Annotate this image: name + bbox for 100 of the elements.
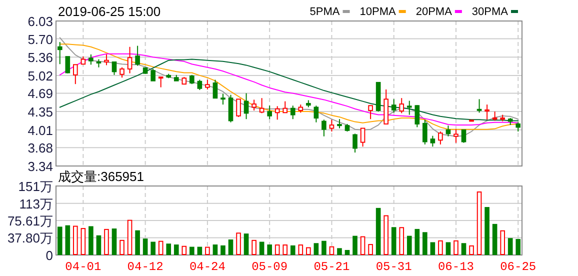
legend-label: 20PMA xyxy=(416,6,453,18)
bar xyxy=(104,228,109,255)
bar xyxy=(127,220,132,255)
bar xyxy=(190,246,194,255)
candlestick xyxy=(73,64,78,85)
candlestick xyxy=(430,135,436,148)
y-tick-label: 113万 xyxy=(19,196,53,212)
legend-label: 10PMA xyxy=(360,6,396,18)
candlestick xyxy=(158,76,164,88)
bar xyxy=(80,228,86,255)
candlestick xyxy=(252,99,256,111)
x-tick-label: 06-13 xyxy=(438,260,474,274)
bar xyxy=(306,247,311,255)
candlestick xyxy=(290,105,296,120)
candlestick xyxy=(112,61,117,76)
bar xyxy=(322,240,326,255)
candlestick xyxy=(492,111,498,122)
y-tick-label: 0 xyxy=(46,248,53,263)
candlestick xyxy=(406,100,412,116)
bar xyxy=(337,248,342,255)
bar xyxy=(267,244,272,255)
y-tick-label: 75.61万 xyxy=(7,213,53,228)
bar xyxy=(352,236,358,255)
candlestick xyxy=(368,105,373,120)
candlestick xyxy=(259,98,264,114)
x-tick-label: 06-25 xyxy=(500,260,536,274)
bar xyxy=(368,244,373,255)
bar xyxy=(73,226,78,255)
chart-title: 2019-06-25 15:00 xyxy=(58,4,161,19)
bar xyxy=(484,207,490,255)
bar xyxy=(406,236,412,255)
candlestick xyxy=(414,104,420,128)
bar xyxy=(142,238,148,255)
candlestick xyxy=(88,54,94,66)
candlestick xyxy=(352,133,358,154)
candlestick xyxy=(484,104,490,120)
x-tick-label: 05-21 xyxy=(314,260,350,274)
candlestick xyxy=(322,119,326,137)
candlestick xyxy=(329,119,334,132)
bar xyxy=(205,246,210,255)
candlestick xyxy=(274,106,280,120)
bar xyxy=(399,227,404,255)
y-tick-label: 37.80万 xyxy=(7,230,53,246)
bar xyxy=(112,228,117,255)
bar xyxy=(150,242,156,255)
bar xyxy=(384,215,388,255)
bar xyxy=(182,246,187,255)
candlestick xyxy=(57,42,62,65)
bar xyxy=(290,245,296,255)
chart-title: 成交量:365951 xyxy=(58,169,144,184)
bar xyxy=(430,242,436,255)
candlestick xyxy=(399,98,404,114)
bar xyxy=(422,232,428,255)
legend-label: 5PMA xyxy=(310,6,340,18)
y-tick-label: 151万 xyxy=(18,179,53,194)
candlestick xyxy=(282,100,288,114)
y-tick-label: 3.68 xyxy=(28,140,53,156)
x-tick-label: 04-01 xyxy=(65,260,102,274)
candlestick xyxy=(104,54,109,66)
bar xyxy=(298,244,304,255)
bar xyxy=(120,240,124,255)
bar xyxy=(197,246,202,255)
bar xyxy=(236,232,241,255)
y-tick-label: 6.03 xyxy=(28,14,53,29)
x-tick-label: 04-12 xyxy=(127,260,164,274)
x-tick-label: 05-31 xyxy=(376,260,412,274)
candlestick xyxy=(360,128,366,148)
bar xyxy=(438,240,443,255)
bar xyxy=(259,242,264,255)
bar xyxy=(65,225,70,255)
y-tick-label: 4.01 xyxy=(28,122,53,138)
bar xyxy=(500,230,505,255)
y-tick-label: 5.36 xyxy=(28,50,53,66)
y-tick-label: 3.34 xyxy=(28,159,53,174)
bar xyxy=(244,234,249,255)
x-tick-label: 05-09 xyxy=(252,260,288,274)
candlestick xyxy=(228,94,234,123)
bar xyxy=(96,235,102,255)
candlestick xyxy=(422,119,428,145)
bar xyxy=(282,244,288,255)
candlestick xyxy=(454,128,458,144)
candlestick xyxy=(267,105,272,120)
candlestick xyxy=(150,68,156,82)
bar xyxy=(446,242,451,255)
candlestick xyxy=(212,79,218,99)
candlestick xyxy=(65,56,70,74)
candlestick xyxy=(127,46,132,74)
bar xyxy=(274,244,280,255)
bar xyxy=(166,244,172,255)
bar xyxy=(329,246,334,255)
candlestick xyxy=(190,74,194,85)
bar xyxy=(414,228,420,255)
bar xyxy=(314,243,319,255)
candlestick xyxy=(314,105,319,123)
y-tick-label: 4.69 xyxy=(28,86,53,102)
legend-label: 30PMA xyxy=(472,6,509,18)
bar xyxy=(469,245,474,255)
bar xyxy=(454,240,458,255)
candlestick xyxy=(120,66,124,78)
bar xyxy=(135,230,140,255)
